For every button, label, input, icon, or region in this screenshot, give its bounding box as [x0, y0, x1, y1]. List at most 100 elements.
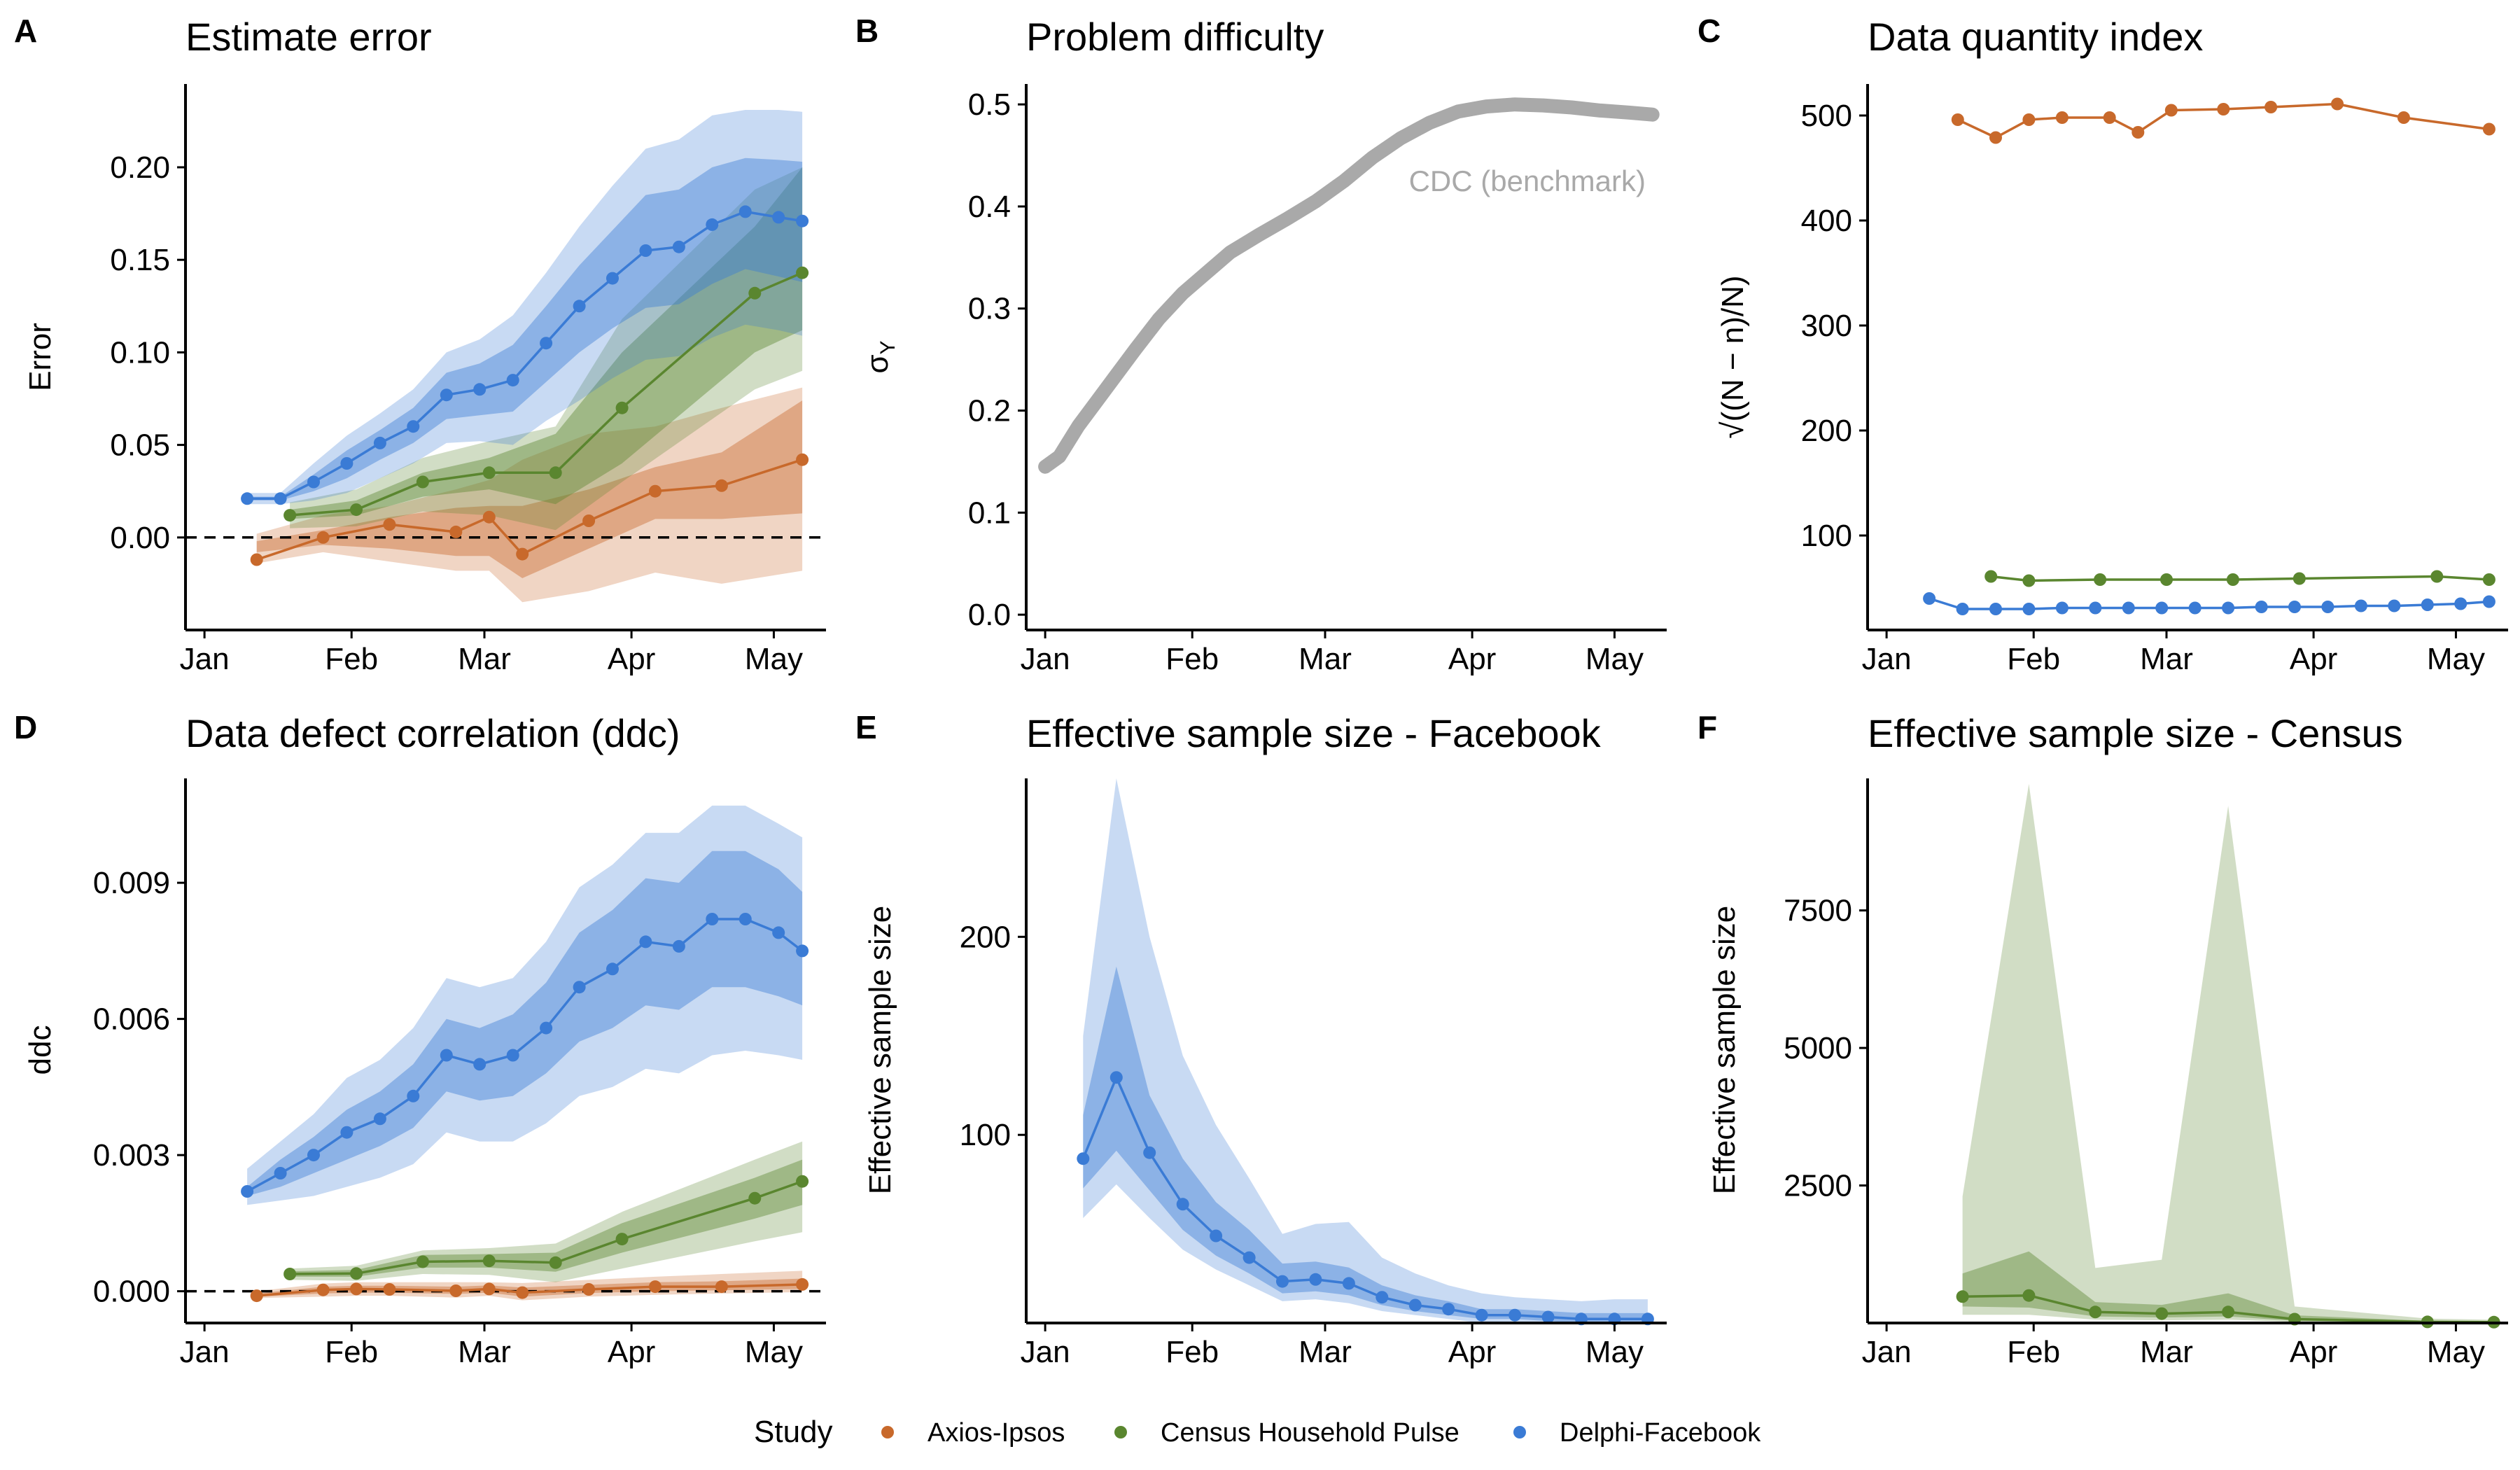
series-line-census	[1962, 1294, 2494, 1324]
x-tick-label: Mar	[1298, 1335, 1352, 1369]
data-point-axios	[1951, 113, 1964, 126]
data-point-census	[2226, 573, 2239, 586]
y-tick-label: 0.5	[968, 88, 1011, 122]
data-point-delphi	[2222, 601, 2235, 615]
data-point-delphi	[407, 420, 420, 433]
data-point-axios	[2022, 113, 2036, 126]
legend-label-delphi: Delphi-Facebook	[1560, 1418, 1761, 1448]
x-tick-label: Apr	[2290, 642, 2337, 676]
series-line-census	[290, 1180, 803, 1275]
y-tick-label: 0.00	[110, 521, 170, 555]
data-point-axios	[2217, 103, 2230, 115]
data-point-census	[748, 1191, 762, 1205]
data-point-delphi	[307, 475, 320, 489]
ci-band50-census	[290, 167, 803, 519]
x-tick-label: Apr	[2290, 1335, 2337, 1369]
y-tick-label: 0.05	[110, 428, 170, 463]
panel-d: D Data defect correlation (ddc) ddc 0.00…	[14, 709, 826, 1369]
y-tick-label: 200	[960, 920, 1011, 954]
panel-letter: E	[855, 709, 877, 746]
data-point-delphi	[274, 1167, 287, 1180]
ci-band50-delphi	[247, 158, 803, 500]
panel-c: C Data quantity index √((N − n)/N) 100 20…	[1698, 13, 2508, 676]
data-point-delphi	[2155, 601, 2169, 615]
data-point-delphi	[738, 913, 752, 925]
panel-f: F Effective sample size - Census Effecti…	[1698, 709, 2508, 1369]
panel-title: Estimate error	[186, 15, 432, 59]
legend-key-axios	[881, 1426, 894, 1438]
data-point-delphi	[373, 436, 386, 449]
x-tick-label: Jan	[1021, 1335, 1070, 1369]
data-point-axios	[1989, 131, 2002, 144]
y-tick-label: 0.0	[968, 598, 1011, 632]
data-point-delphi	[2188, 601, 2202, 615]
data-point-delphi	[1309, 1273, 1322, 1286]
data-point-delphi	[796, 944, 809, 958]
data-point-delphi	[473, 383, 486, 396]
data-point-delphi	[1541, 1310, 1555, 1324]
x-tick-label: May	[2427, 642, 2485, 676]
data-point-census	[1984, 570, 1998, 583]
data-point-axios	[482, 1282, 496, 1296]
data-point-census	[549, 1256, 562, 1269]
series-line-delphi	[1928, 597, 2490, 610]
y-axis-title: ddc	[23, 1026, 57, 1075]
sigma-subscript: Y	[876, 340, 899, 354]
data-point-delphi	[1442, 1303, 1455, 1316]
panel-letter: C	[1698, 13, 1721, 49]
legend-label-axios: Axios-Ipsos	[927, 1418, 1065, 1448]
series-line-benchmark	[1038, 97, 1660, 474]
ci-band50-delphi	[247, 850, 803, 1196]
data-point-census	[416, 1255, 429, 1268]
data-point-delphi	[796, 214, 809, 227]
data-point-delphi	[506, 1049, 519, 1062]
data-point-census	[2292, 572, 2306, 585]
x-tick-label: Feb	[2007, 1335, 2060, 1369]
data-point-axios	[449, 525, 463, 538]
data-point-delphi	[1508, 1308, 1522, 1322]
data-point-census	[796, 266, 809, 279]
series-line-census	[1991, 575, 2490, 582]
x-tick-label: May	[745, 642, 803, 676]
data-point-axios	[2103, 111, 2116, 124]
data-point-delphi	[540, 1021, 553, 1035]
data-point-delphi	[2288, 601, 2301, 613]
data-point-axios	[250, 553, 263, 566]
data-point-axios	[482, 510, 496, 524]
data-point-census	[2155, 1307, 2169, 1320]
data-point-census	[615, 1233, 629, 1246]
data-point-delphi	[1376, 1291, 1389, 1304]
data-point-delphi	[2454, 597, 2468, 610]
data-point-census	[2022, 1289, 2036, 1302]
data-point-delphi	[606, 272, 619, 285]
data-point-delphi	[340, 457, 354, 470]
y-tick-label: 0.2	[968, 394, 1011, 428]
y-tick-label: 500	[1801, 99, 1852, 133]
data-point-delphi	[407, 1089, 420, 1102]
data-point-axios	[2055, 111, 2068, 124]
plot-area: 100 200 300 400 500 Jan Feb Mar Apr May	[1801, 84, 2508, 676]
data-point-census	[2222, 1306, 2235, 1319]
data-point-delphi	[2055, 601, 2068, 615]
y-tick-label: 2500	[1784, 1169, 1852, 1203]
plot-area: 0.000 0.003 0.006 0.009 Jan Feb Mar Apr May	[93, 778, 826, 1369]
panel-a: A Estimate error Error 0.000.050.100.150…	[14, 13, 826, 676]
data-point-delphi	[1923, 592, 1936, 605]
ci-band90-delphi	[247, 110, 803, 505]
data-point-census	[482, 1254, 496, 1268]
panel-title: Problem difficulty	[1026, 15, 1324, 59]
x-tick-label: May	[2427, 1335, 2485, 1369]
x-tick-label: Mar	[1298, 642, 1352, 676]
x-tick-label: Jan	[180, 1335, 230, 1369]
ci-band50-axios	[256, 400, 803, 578]
ci-band90-census	[1962, 783, 2494, 1323]
panel-title: Effective sample size - Facebook	[1026, 711, 1602, 755]
data-point-axios	[2397, 111, 2410, 124]
y-tick-label: 5000	[1784, 1031, 1852, 1065]
y-tick-label: 300	[1801, 309, 1852, 343]
data-point-delphi	[1956, 603, 1969, 615]
y-axis-title: Effective sample size	[1707, 906, 1742, 1194]
data-point-delphi	[1276, 1275, 1289, 1288]
data-point-census	[615, 401, 629, 414]
